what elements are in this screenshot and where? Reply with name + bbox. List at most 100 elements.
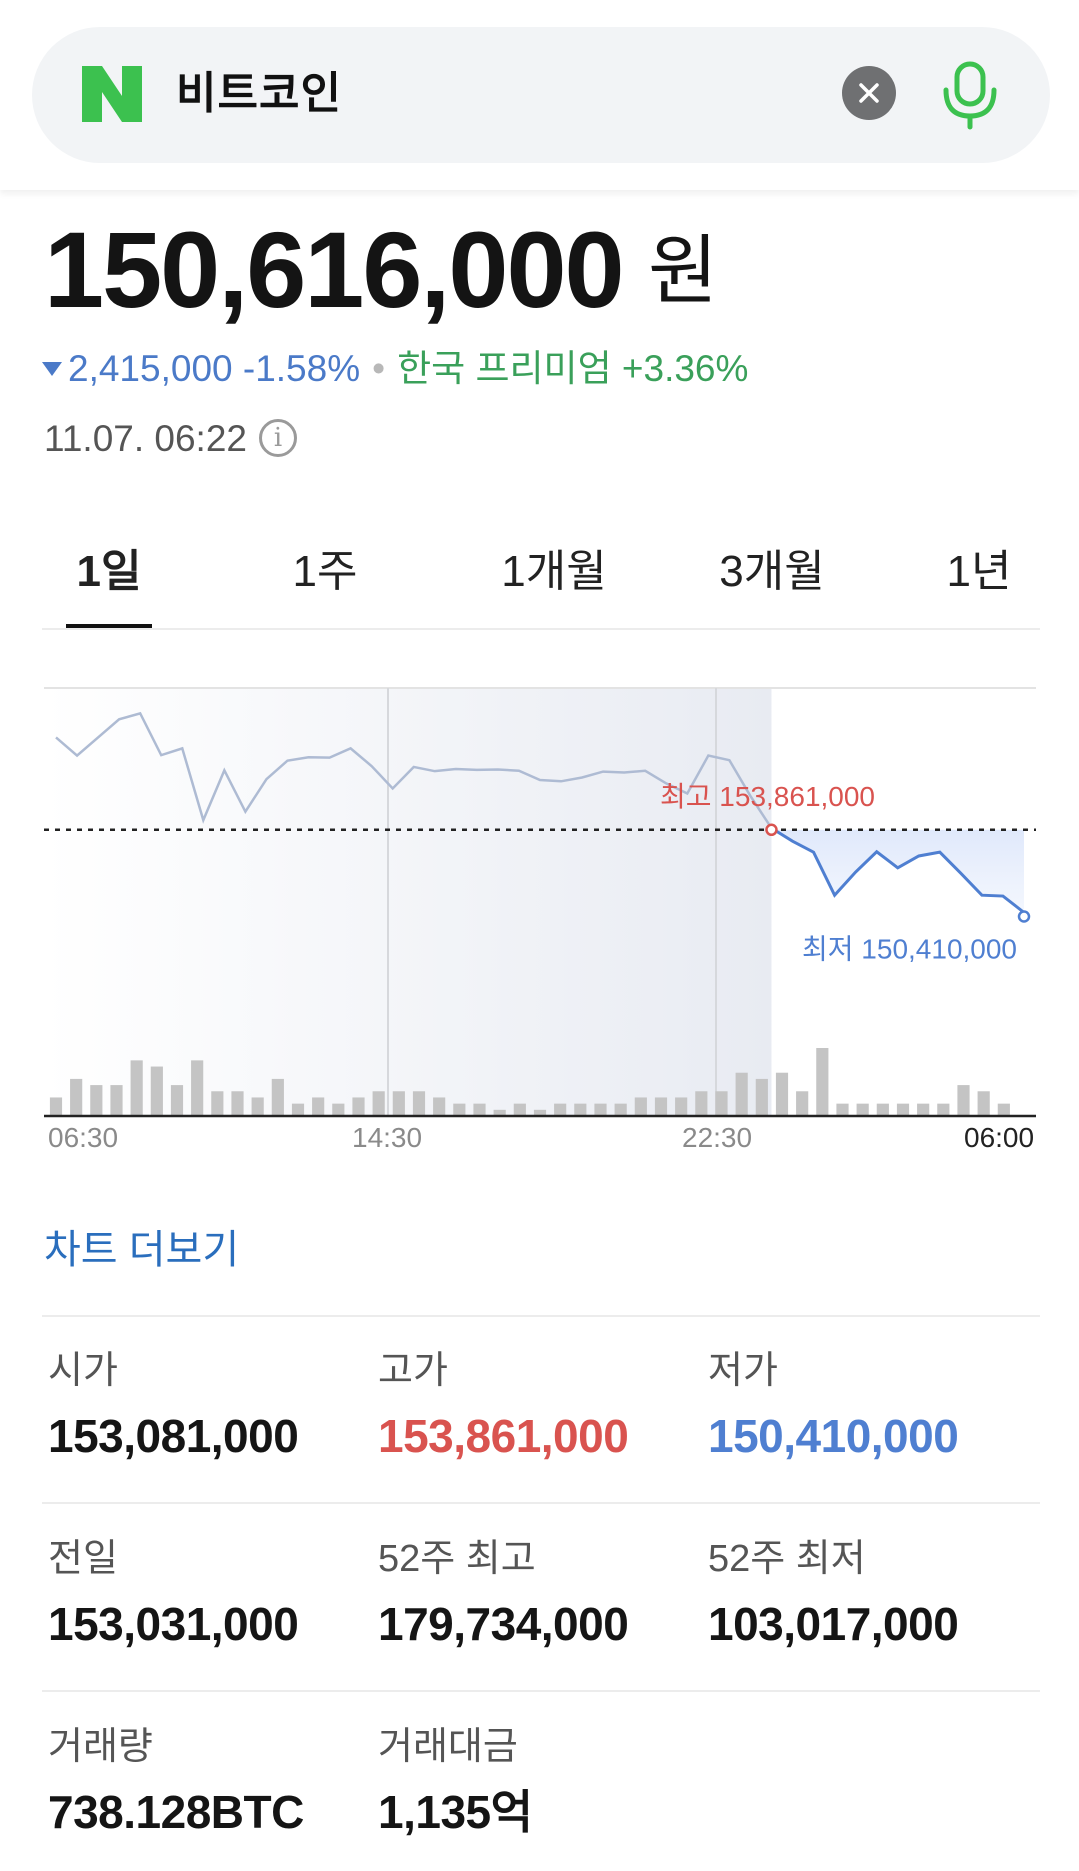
- x-tick-label: 22:30: [682, 1122, 753, 1153]
- volume-bar: [191, 1060, 204, 1116]
- current-price: 150,616,000: [44, 209, 625, 330]
- stat-value-prev: 153,031,000: [48, 1598, 299, 1650]
- microphone-icon[interactable]: [938, 60, 1002, 130]
- period-tabs: 1일 1주 1개월 3개월 1년: [42, 540, 1040, 630]
- price-chart-svg: 최고 153,861,000 최저 150,410,000: [44, 687, 1036, 1118]
- info-icon[interactable]: i: [259, 419, 297, 458]
- tab-1-month[interactable]: 1개월: [501, 547, 607, 596]
- volume-bar: [695, 1091, 708, 1116]
- volume-bar: [110, 1085, 123, 1116]
- volume-bar: [533, 1109, 547, 1116]
- separator-dot: •: [372, 348, 386, 389]
- stat-value-turnover: 1,135억: [378, 1786, 533, 1838]
- stat-value-52w-low: 103,017,000: [708, 1598, 959, 1650]
- x-tick-label: 06:30: [48, 1122, 119, 1153]
- volume-bar: [796, 1091, 809, 1116]
- stat-label-prev: 전일: [48, 1538, 118, 1580]
- volume-bar: [312, 1097, 325, 1116]
- volume-bar: [251, 1097, 264, 1116]
- stat-value-volume: 738.128BTC: [48, 1786, 304, 1838]
- quote-timestamp: 11.07. 06:22: [44, 418, 247, 459]
- volume-bar: [917, 1103, 930, 1116]
- divider: [42, 1502, 1040, 1504]
- volume-bar: [675, 1097, 688, 1116]
- price-chart[interactable]: 최고 153,861,000 최저 150,410,000: [44, 680, 1036, 1160]
- volume-bar: [957, 1085, 970, 1116]
- korea-premium: 한국 프리미엄 +3.36%: [397, 348, 749, 389]
- chart-shaded-region: [44, 688, 772, 1116]
- clear-search-button[interactable]: [842, 66, 896, 120]
- volume-bar: [735, 1072, 748, 1116]
- x-tick-label: 06:00: [964, 1122, 1035, 1153]
- volume-bar: [49, 1097, 63, 1116]
- volume-bar: [90, 1085, 103, 1116]
- volume-bar: [291, 1103, 305, 1116]
- high-point-marker: [765, 823, 778, 837]
- more-chart-link[interactable]: 차트 더보기: [44, 1228, 240, 1272]
- volume-bar: [997, 1103, 1010, 1116]
- stat-value-low: 150,410,000: [708, 1410, 959, 1462]
- volume-bar: [856, 1103, 869, 1116]
- volume-bar: [836, 1103, 849, 1116]
- tab-3-month[interactable]: 3개월: [719, 547, 825, 596]
- header: 비트코인: [0, 0, 1079, 190]
- stat-label-open: 시가: [48, 1350, 118, 1392]
- divider: [42, 1315, 1040, 1317]
- tab-1-week[interactable]: 1주: [292, 547, 358, 596]
- chart-high-label: 최고 153,861,000: [660, 781, 875, 812]
- volume-bar: [433, 1097, 446, 1116]
- volume-bar: [715, 1091, 728, 1116]
- close-icon: [859, 83, 879, 103]
- stat-value-52w-high: 179,734,000: [378, 1598, 629, 1650]
- volume-bar: [211, 1091, 224, 1116]
- volume-bar: [453, 1103, 466, 1116]
- volume-bar: [614, 1103, 627, 1116]
- volume-bar: [150, 1066, 163, 1116]
- volume-bar: [634, 1097, 647, 1116]
- volume-bar: [513, 1103, 526, 1116]
- volume-bar: [352, 1097, 365, 1116]
- price-unit: 원: [648, 229, 718, 314]
- divider: [42, 1690, 1040, 1692]
- volume-bar: [392, 1091, 405, 1116]
- volume-bar: [412, 1091, 426, 1116]
- search-input[interactable]: 비트코인: [176, 69, 342, 118]
- chart-drawdown-area: [771, 828, 1024, 913]
- volume-bar: [977, 1091, 990, 1116]
- low-point-marker: [1017, 910, 1031, 923]
- price-change: 2,415,000 -1.58%: [68, 348, 361, 389]
- volume-bar: [130, 1060, 143, 1116]
- volume-bar: [775, 1072, 789, 1116]
- volume-bar: [594, 1103, 607, 1116]
- volume-bar: [493, 1109, 506, 1116]
- volume-bar: [231, 1091, 244, 1116]
- x-tick-label: 14:30: [352, 1122, 423, 1153]
- volume-bar: [937, 1103, 950, 1116]
- volume-bar: [876, 1103, 889, 1116]
- volume-bar: [271, 1078, 284, 1116]
- volume-bar: [170, 1085, 184, 1116]
- down-arrow-icon: [42, 362, 62, 377]
- stat-label-turnover: 거래대금: [378, 1726, 518, 1768]
- stat-value-high: 153,861,000: [378, 1410, 629, 1462]
- volume-bar: [70, 1078, 83, 1116]
- stat-label-52w-low: 52주 최저: [708, 1538, 866, 1580]
- volume-bar: [755, 1078, 768, 1116]
- tab-1-day[interactable]: 1일: [66, 540, 152, 628]
- volume-bar: [654, 1097, 668, 1116]
- volume-bar: [473, 1103, 486, 1116]
- price-series-line-recent: [770, 826, 1025, 914]
- stat-label-volume: 거래량: [48, 1726, 153, 1768]
- naver-logo-icon[interactable]: [82, 66, 142, 122]
- stat-label-52w-high: 52주 최고: [378, 1538, 536, 1580]
- chart-low-label: 최저 150,410,000: [802, 934, 1017, 965]
- stat-label-low: 저가: [708, 1350, 778, 1392]
- volume-bar: [554, 1103, 567, 1116]
- volume-bar: [332, 1103, 345, 1116]
- change-row: 2,415,000 -1.58% • 한국 프리미엄 +3.36%: [42, 344, 748, 394]
- volume-bar: [896, 1103, 910, 1116]
- tab-1-year[interactable]: 1년: [946, 547, 1012, 596]
- stat-value-open: 153,081,000: [48, 1410, 299, 1462]
- stat-label-high: 고가: [378, 1350, 448, 1392]
- price-series-line: [55, 711, 773, 829]
